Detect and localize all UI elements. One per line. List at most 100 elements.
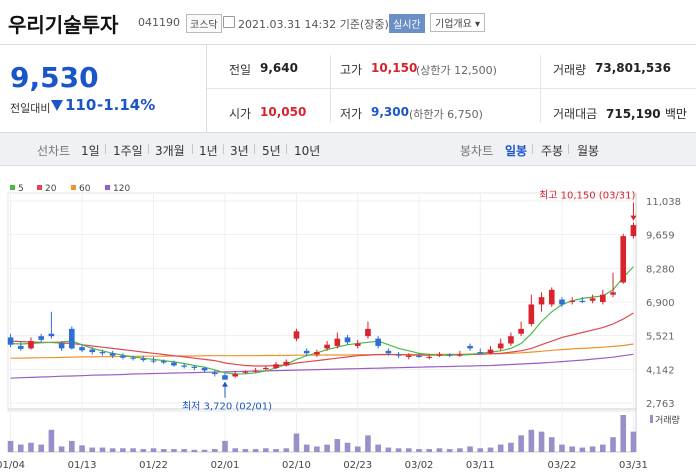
tab-3month[interactable]: 3개월 xyxy=(155,144,185,158)
volume-bar xyxy=(201,449,208,452)
x-tick-label: 01/04 xyxy=(0,460,25,471)
datetime: 2021.03.31 14:32 기준(장중) xyxy=(238,18,389,31)
prev-close-value: 9,640 xyxy=(260,61,298,75)
volume-bar xyxy=(99,447,106,452)
price-change: 110 xyxy=(65,96,97,114)
amount-label: 거래대금 xyxy=(553,107,598,121)
candle-body xyxy=(140,358,147,361)
volume-bar xyxy=(109,448,116,452)
volume-bar xyxy=(222,440,228,452)
upper-limit: (상한가 12,500) xyxy=(416,64,497,77)
tab-1week[interactable]: 1주일 xyxy=(113,144,143,158)
candle-body xyxy=(303,350,310,354)
y-tick-label: 4,142 xyxy=(646,365,675,376)
volume-bar xyxy=(334,439,341,452)
chart-tabbar: 선차트 1일 1주일 3개월 1년 3년 5년 10년 봉차트 일봉 주봉 월봉 xyxy=(0,132,696,166)
volume-bar xyxy=(191,449,198,452)
candle-body xyxy=(385,350,392,354)
candle-body xyxy=(222,375,228,380)
volume-bar xyxy=(477,448,484,452)
candle-body xyxy=(58,343,65,349)
volume-bar xyxy=(344,442,351,452)
volume-bar xyxy=(600,444,606,452)
volume-bar xyxy=(395,448,402,452)
candlestick-chart[interactable]: 11,038 9,659 8,280 6,900 5,521 4,142 2,763 01/0… xyxy=(0,165,696,476)
candle-body xyxy=(354,343,361,346)
volume-bar xyxy=(150,448,157,452)
ma20-line xyxy=(10,312,634,367)
divider xyxy=(207,88,696,89)
volume-bar xyxy=(69,440,75,452)
volume-bar xyxy=(405,448,412,452)
volume-bar xyxy=(589,446,596,452)
legend-swatch xyxy=(71,185,76,190)
candle-body xyxy=(293,331,300,339)
x-tick-label: 03/02 xyxy=(405,460,434,471)
volume-bar xyxy=(79,445,85,452)
candle-body xyxy=(324,344,330,349)
candle-body xyxy=(283,361,290,366)
candle-body xyxy=(508,336,514,344)
x-tick-label: 01/22 xyxy=(139,460,168,471)
tab-separator xyxy=(192,144,193,154)
volume-bar xyxy=(273,449,279,452)
volume-bar xyxy=(263,448,269,452)
candle-body xyxy=(7,337,14,345)
volume-bar xyxy=(48,429,55,452)
candle-body xyxy=(150,360,157,362)
candle-body xyxy=(467,345,473,349)
volume-bar xyxy=(211,449,218,452)
tab-separator xyxy=(148,144,149,154)
low-annotation: 최저 3,720 (02/01) xyxy=(182,401,272,413)
candle-body xyxy=(69,328,75,349)
volume-bar xyxy=(232,448,239,452)
stock-code: 041190 xyxy=(138,16,180,29)
candle-body xyxy=(589,298,596,301)
tab-daily[interactable]: 일봉 xyxy=(505,144,528,158)
y-tick-label: 8,280 xyxy=(646,264,675,275)
candle-body xyxy=(548,289,555,305)
candle-body xyxy=(600,294,606,303)
candle-body xyxy=(569,300,575,303)
volume-bar xyxy=(140,449,147,452)
candle-body xyxy=(38,336,44,340)
prev-close-label: 전일 xyxy=(229,63,252,77)
header-divider xyxy=(0,44,696,45)
tab-3year[interactable]: 3년 xyxy=(230,144,249,158)
candle-body xyxy=(620,236,627,283)
volume-label: 거래량 xyxy=(655,414,680,426)
tab-1year[interactable]: 1년 xyxy=(199,144,218,158)
tab-1day[interactable]: 1일 xyxy=(81,144,100,158)
change-rate: -1.14% xyxy=(97,96,156,114)
x-tick-label: 02/23 xyxy=(343,460,372,471)
company-info-dropdown[interactable]: 기업개요 ▾ xyxy=(430,13,485,32)
price-summary: 9,530 전일대비 110 -1.14% 전일 9,640 시가 10,050… xyxy=(0,45,696,132)
volume-bar xyxy=(38,444,44,452)
candle-body xyxy=(201,367,208,371)
live-button[interactable]: 실시간 xyxy=(389,14,425,33)
low-arrow-icon xyxy=(221,381,228,387)
tab-10year[interactable]: 10년 xyxy=(294,144,321,158)
tab-5year[interactable]: 5년 xyxy=(262,144,281,158)
line-chart-label: 선차트 xyxy=(37,144,71,158)
amount-value: 715,190 백만 xyxy=(606,107,687,121)
tab-separator xyxy=(532,144,533,154)
candle-body xyxy=(48,333,55,337)
candle-body xyxy=(232,374,239,377)
y-tick-label: 6,900 xyxy=(646,298,675,309)
candle-body xyxy=(487,349,494,354)
x-tick-label: 03/11 xyxy=(466,460,495,471)
compare-label: 전일대비 xyxy=(10,102,51,115)
volume-bar xyxy=(293,433,300,452)
volume-bar xyxy=(130,448,136,452)
calendar-icon xyxy=(223,16,235,28)
tab-weekly[interactable]: 주봉 xyxy=(541,144,564,158)
stock-name: 우리기술투자 xyxy=(8,13,119,37)
legend-swatch xyxy=(10,185,15,190)
candle-body xyxy=(446,354,453,356)
x-tick-label: 01/13 xyxy=(68,460,97,471)
volume-bar xyxy=(436,448,443,452)
volume-bar xyxy=(375,444,381,452)
x-tick-label: 03/22 xyxy=(548,460,577,471)
tab-monthly[interactable]: 월봉 xyxy=(577,144,600,158)
